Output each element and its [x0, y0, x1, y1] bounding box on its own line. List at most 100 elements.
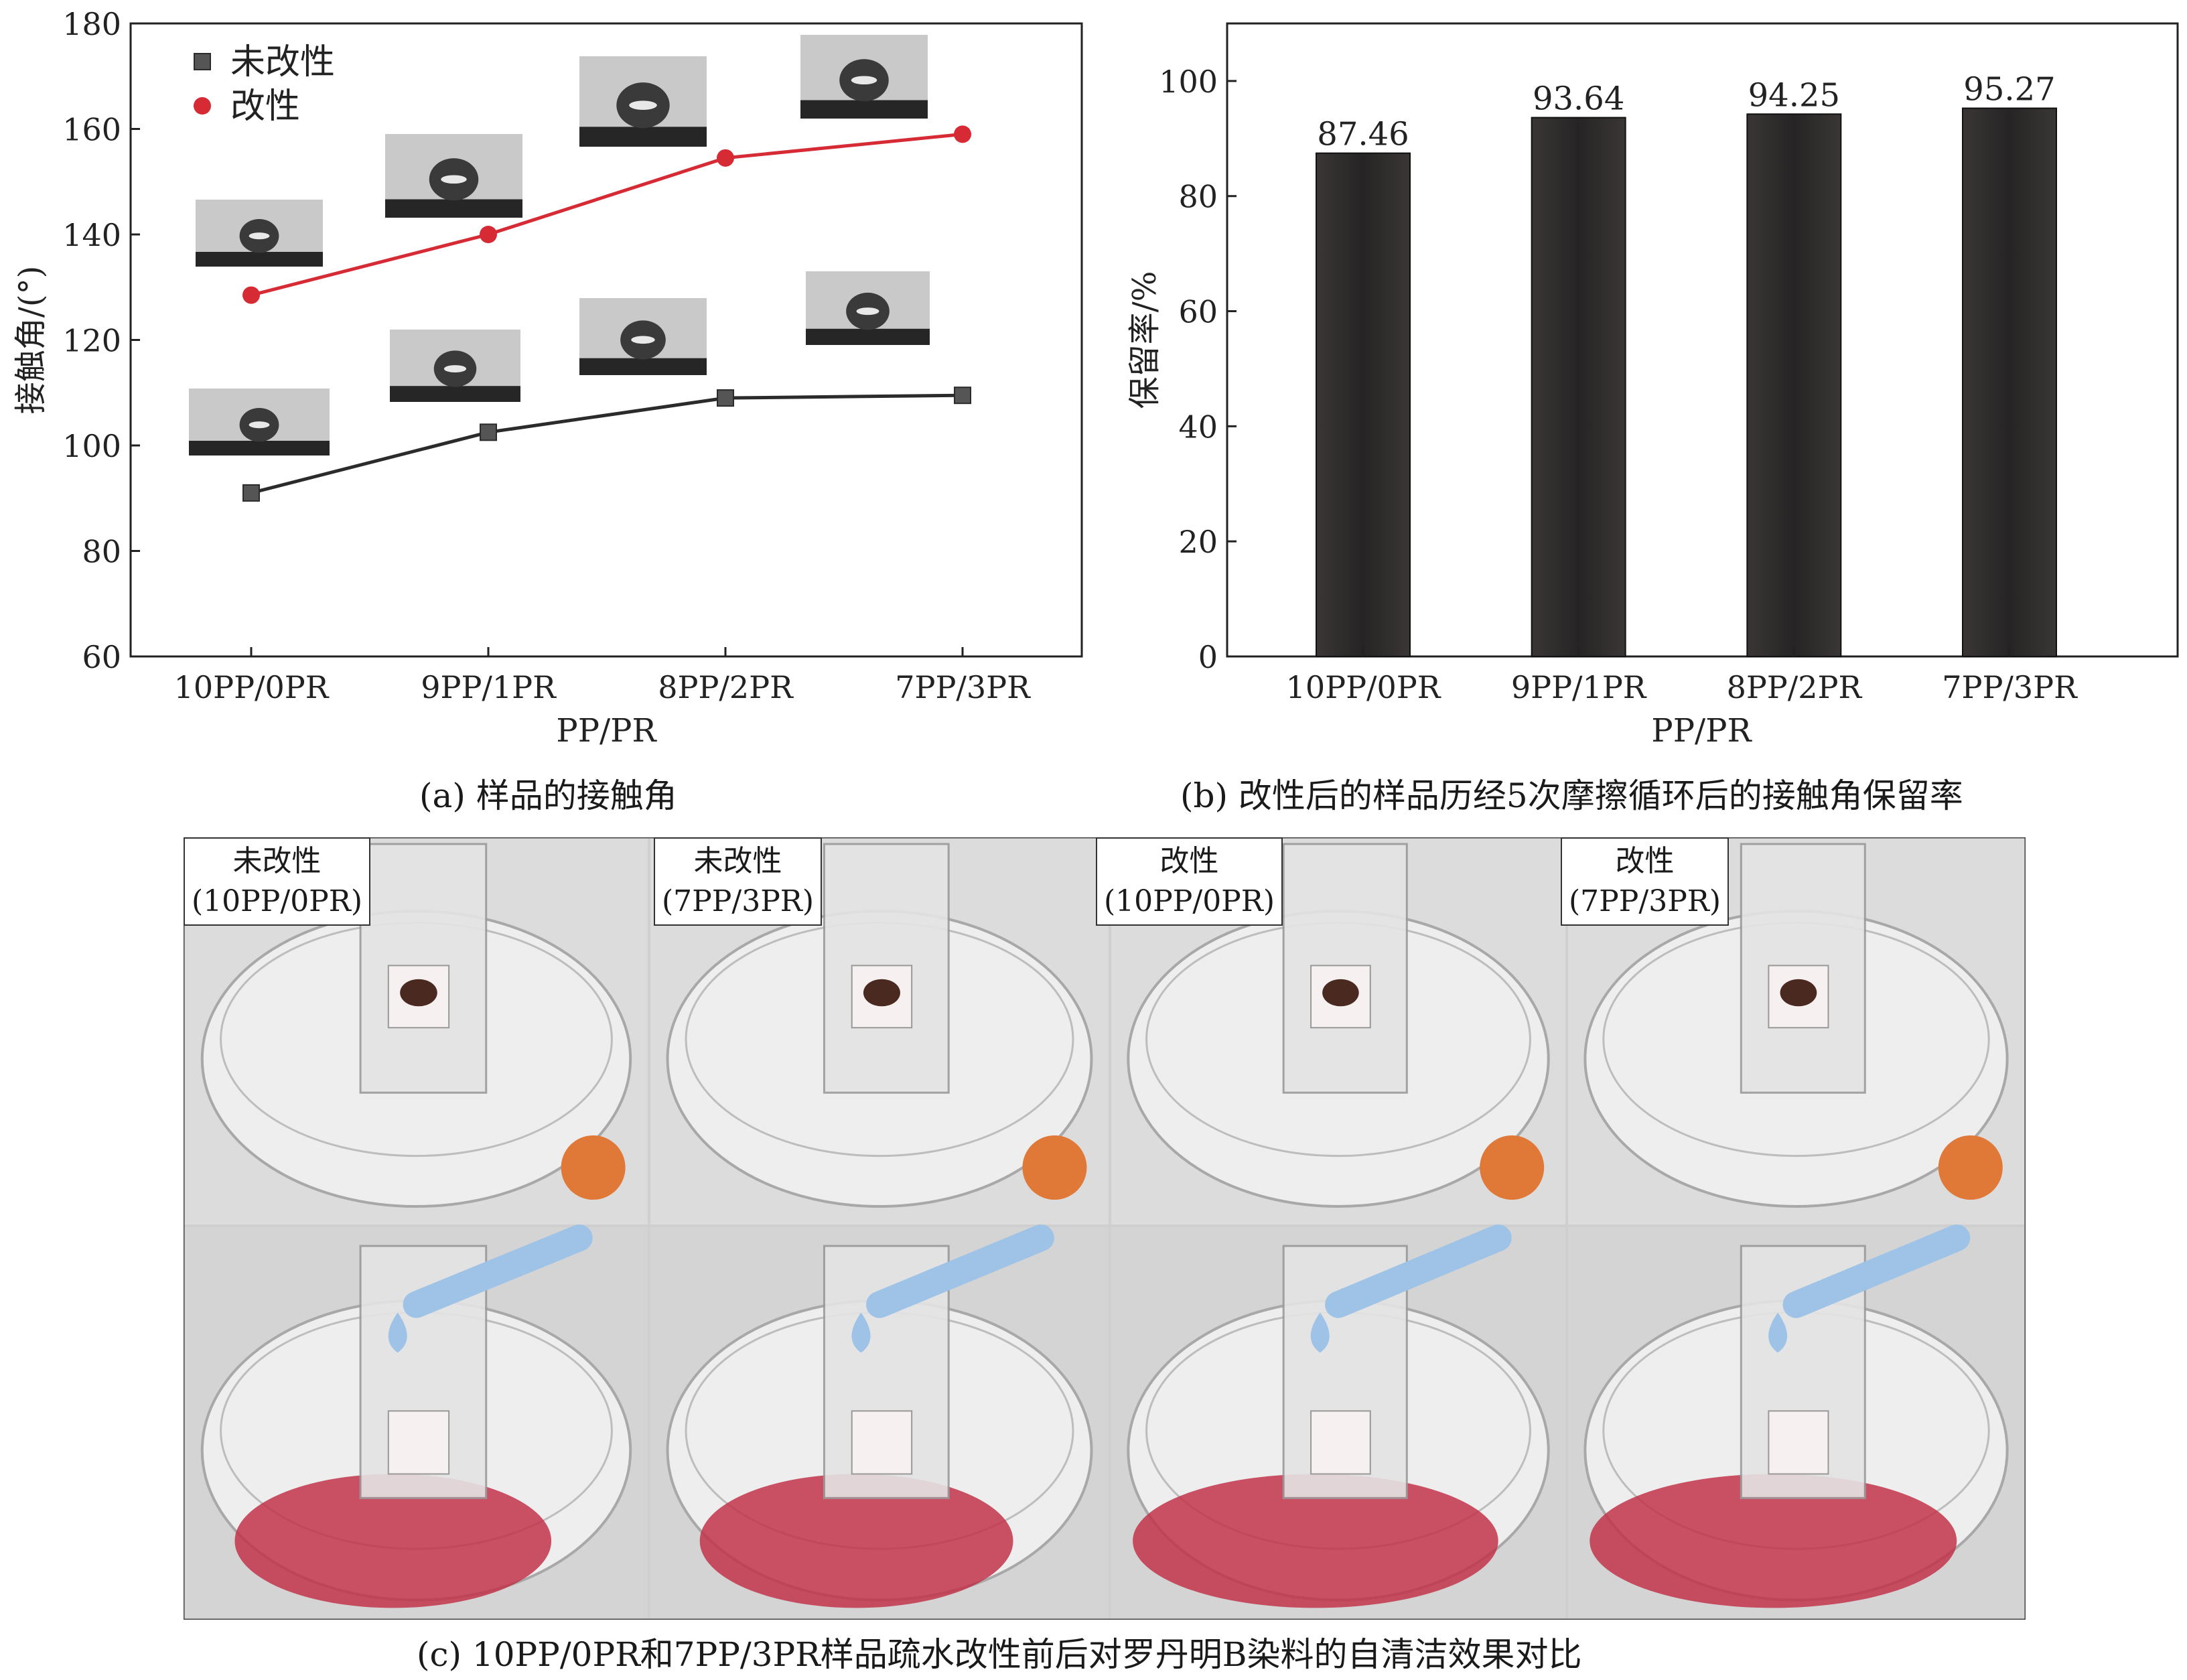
sample-square	[1310, 1410, 1371, 1475]
photo-2-2	[650, 1224, 1109, 1618]
legend-marker-0	[194, 53, 211, 70]
dirt-spot	[1780, 979, 1817, 1007]
droplet-highlight-6	[631, 336, 655, 344]
x-tick-label-2: 8PP/2PR	[1727, 669, 1863, 705]
droplet-highlight-0	[249, 232, 270, 240]
dye-pool	[699, 1474, 1013, 1608]
sample-square	[1768, 1410, 1829, 1475]
y-tick-label-3: 120	[62, 323, 121, 359]
droplet-highlight-4	[249, 421, 270, 429]
dirt-spot	[1322, 979, 1359, 1007]
droplet-highlight-2	[629, 100, 657, 110]
dropper-tube	[1782, 1224, 1971, 1318]
photo-label-2: 未改性 (7PP/3PR)	[654, 837, 823, 926]
x-axis-label: PP/PR	[1651, 712, 1752, 750]
plot-frame	[1226, 22, 2179, 658]
droplet-photo-base-3	[800, 100, 928, 119]
water-drop	[1310, 1312, 1330, 1353]
x-tick-label-1: 9PP/1PR	[421, 669, 557, 705]
bar-value-label-3: 95.27	[1963, 71, 2055, 109]
droplet-photo-base-7	[806, 328, 930, 345]
y-axis-label: 接触角/(°)	[12, 266, 50, 415]
x-tick-label-2: 8PP/2PR	[658, 669, 794, 705]
dropper-tube	[1325, 1224, 1512, 1318]
x-tick-label-0: 10PP/0PR	[1286, 669, 1441, 705]
droplet-photo-base-2	[579, 127, 707, 147]
caption-b: (b) 改性后的样品历经5次摩擦循环后的接触角保留率	[1180, 776, 1963, 815]
droplet-photo-5	[390, 330, 520, 402]
photo-1-2	[650, 839, 1109, 1224]
droplet-photo-2	[579, 56, 707, 147]
y-tick-label-3: 60	[1178, 294, 1218, 330]
retention-bar-chart: 0 20 40 60 80 100 87.46 10PP/0PR 93.64 9PP/1PR 94.…	[1126, 22, 2179, 750]
droplet-highlight-7	[856, 307, 879, 316]
legend-label-0: 未改性	[230, 42, 335, 82]
dropper-tube	[866, 1224, 1054, 1318]
series-1-point-3	[954, 125, 971, 143]
series-0-point-0	[242, 484, 260, 502]
photo-2-3	[1111, 1224, 1565, 1618]
y-tick-label-1: 20	[1178, 524, 1218, 560]
y-tick-label-0: 0	[1198, 639, 1218, 675]
dropper-bulb	[561, 1135, 626, 1200]
photo-label-1: 未改性 (10PP/0PR)	[184, 837, 371, 926]
x-axis-label: PP/PR	[556, 712, 657, 750]
droplet-highlight-3	[851, 76, 877, 85]
x-tick-label-1: 9PP/1PR	[1511, 669, 1647, 705]
y-tick-label-4: 80	[1178, 179, 1218, 215]
y-tick-label-5: 100	[1159, 64, 1218, 100]
y-tick-label-2: 40	[1178, 409, 1218, 445]
photo-2-1	[185, 1224, 648, 1618]
water-drop	[851, 1312, 871, 1353]
dye-pool	[234, 1474, 552, 1608]
droplet-highlight-5	[443, 365, 467, 372]
photo-label-3-line1: 改性	[1159, 844, 1219, 878]
y-tick-label-0: 60	[82, 639, 121, 675]
contact-angle-line-chart: 60 80 100 120 140 160 180 10PP/0PR 9PP/1PR 8PP/2P…	[12, 6, 1083, 750]
dropper-tube	[403, 1224, 593, 1318]
bar-1	[1531, 117, 1626, 657]
droplet-photo-7	[806, 271, 930, 345]
droplet-photo-4	[189, 389, 330, 456]
photo-label-3: 改性 (10PP/0PR)	[1096, 837, 1283, 926]
dirt-spot	[863, 979, 900, 1007]
droplet-highlight-1	[441, 175, 467, 184]
droplet-photo-base-6	[579, 358, 707, 375]
self-cleaning-photo-panel	[184, 837, 2026, 1620]
caption-c: (c) 10PP/0PR和7PP/3PR样品疏水改性前后对罗丹明B染料的自清洁效…	[417, 1635, 1582, 1674]
x-tick-label-3: 7PP/3PR	[895, 669, 1031, 705]
y-tick-label-6: 180	[62, 6, 121, 42]
bar-value-label-1: 93.64	[1533, 80, 1624, 118]
water-drop	[388, 1312, 407, 1353]
series-0-point-2	[717, 389, 734, 407]
photo-label-1-line1: 未改性	[232, 844, 322, 878]
series-line-1	[251, 132, 963, 297]
legend-label-1: 改性	[230, 86, 300, 127]
dropper-bulb	[1938, 1135, 2003, 1200]
sample-square	[387, 1410, 450, 1475]
y-tick-label-2: 100	[62, 428, 121, 464]
series-1-point-0	[242, 286, 260, 304]
dropper-bulb	[1480, 1135, 1545, 1200]
x-tick-label-3: 7PP/3PR	[1942, 669, 2078, 705]
dirt-spot	[400, 979, 437, 1007]
bar-value-label-2: 94.25	[1748, 76, 1840, 114]
photo-label-4-line1: 改性	[1615, 844, 1675, 878]
y-axis-label: 保留率/%	[1126, 271, 1163, 409]
droplet-photo-3	[800, 35, 928, 119]
series-0-point-1	[480, 423, 497, 441]
photo-label-3-line2: (10PP/0PR)	[1104, 884, 1275, 918]
y-tick-label-1: 80	[82, 534, 121, 570]
droplet-photo-1	[385, 134, 522, 218]
droplet-photo-0	[196, 200, 323, 267]
series-1-point-2	[717, 149, 734, 167]
bar-3	[1962, 107, 2057, 658]
photo-label-4-line2: (7PP/3PR)	[1569, 884, 1721, 918]
droplet-photo-base-0	[196, 252, 323, 267]
photo-2-4	[1568, 1224, 2024, 1618]
droplet-photo-base-1	[385, 199, 522, 218]
series-1-point-1	[480, 226, 497, 243]
dye-pool	[1133, 1474, 1498, 1608]
photo-label-2-line2: (7PP/3PR)	[662, 884, 815, 918]
dye-pool	[1590, 1474, 1957, 1608]
